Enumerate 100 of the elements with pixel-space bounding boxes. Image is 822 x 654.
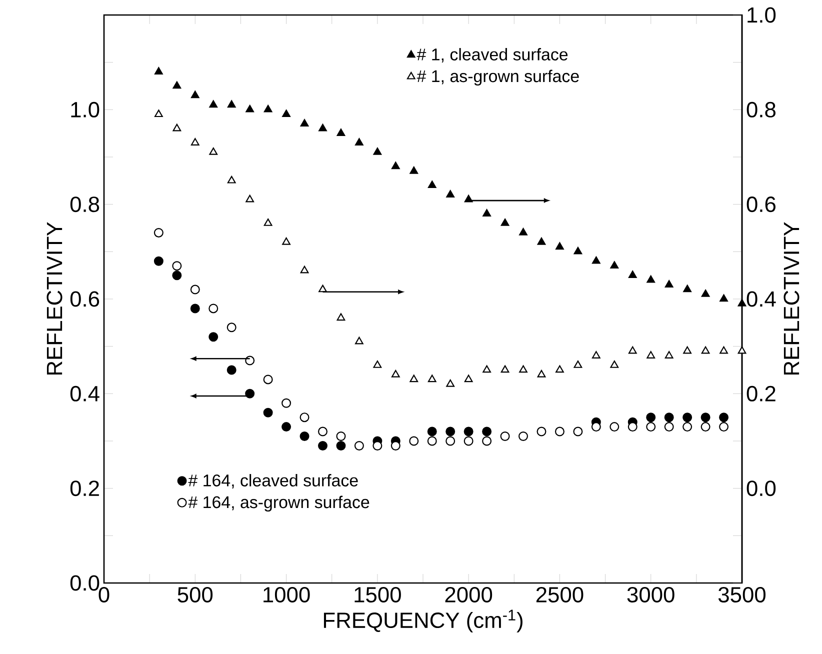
point: [701, 290, 710, 297]
point: [719, 422, 729, 432]
point: [537, 370, 546, 378]
point: [190, 138, 200, 146]
point: [628, 422, 638, 432]
point: [373, 148, 382, 155]
point: [190, 90, 200, 98]
point: [190, 284, 200, 294]
x-tick-label: 3500: [718, 586, 766, 602]
y2-tick-label: 0.2: [746, 386, 776, 402]
point: [591, 422, 601, 432]
point: [154, 256, 164, 266]
point: [664, 280, 674, 288]
y2-tick-label: 0.8: [746, 102, 776, 118]
point: [409, 436, 419, 446]
point: [646, 275, 656, 283]
point: [263, 408, 273, 418]
point: [464, 374, 473, 382]
point: [610, 261, 619, 269]
x-tick-label: 1500: [354, 586, 401, 602]
point: [610, 422, 620, 432]
point: [482, 436, 492, 446]
x-tick-label: 1000: [264, 586, 310, 602]
point: [410, 374, 418, 382]
point: [372, 440, 382, 450]
point: [390, 440, 400, 450]
point: [154, 228, 164, 238]
point: [720, 294, 728, 302]
point: [263, 374, 273, 384]
y-tick-label: 0.4: [70, 386, 100, 402]
point: [646, 351, 656, 358]
point: [264, 104, 272, 112]
point: [428, 374, 436, 382]
point: [300, 119, 309, 127]
point: [446, 190, 455, 198]
point: [154, 67, 163, 74]
point: [264, 218, 272, 226]
point: [336, 128, 346, 136]
point: [172, 261, 182, 271]
point: [282, 237, 290, 245]
point: [556, 365, 564, 373]
point: [226, 365, 236, 375]
point: [208, 304, 218, 314]
y2-tick-label: 1.0: [748, 7, 776, 23]
point: [700, 412, 710, 422]
point: [664, 351, 674, 358]
point: [318, 426, 328, 436]
legend-label: # 1, cleaved surface: [416, 48, 568, 62]
y2-tick-label: 0.6: [746, 196, 776, 212]
legend-label: # 164, cleaved surface: [188, 474, 358, 488]
point: [427, 436, 437, 446]
x-tick-label: 0: [98, 586, 110, 602]
point: [226, 322, 236, 332]
point: [683, 346, 692, 354]
point: [464, 426, 474, 436]
point: [446, 426, 456, 436]
point: [574, 360, 582, 368]
point: [246, 194, 254, 202]
point: [172, 124, 182, 132]
point: [446, 379, 455, 387]
point: [519, 365, 528, 373]
point: [592, 256, 600, 264]
point: [300, 266, 309, 274]
point: [646, 412, 656, 422]
point: [373, 360, 382, 368]
point: [701, 346, 710, 354]
point: [227, 176, 236, 184]
y-tick-label: 0.8: [70, 196, 100, 212]
point: [209, 100, 218, 108]
y2-tick-label: 0.0: [746, 480, 776, 496]
point: [574, 246, 582, 254]
point: [719, 412, 729, 422]
point: [209, 148, 218, 155]
point: [318, 124, 327, 132]
point: [336, 432, 346, 442]
x-tick-label: 3000: [627, 586, 674, 602]
point: [628, 270, 637, 278]
point: [573, 426, 583, 436]
point: [190, 304, 200, 314]
y-tick-label: 0.0: [70, 575, 100, 591]
point: [518, 432, 528, 442]
point: [464, 436, 474, 446]
point: [282, 398, 292, 408]
point: [610, 360, 619, 368]
point: [738, 346, 746, 354]
point: [482, 426, 492, 436]
y-tick-label: 0.6: [70, 291, 100, 307]
point: [227, 100, 236, 108]
point: [318, 440, 328, 450]
y-tick-label: 0.2: [70, 480, 99, 496]
point: [391, 370, 400, 378]
point: [628, 346, 637, 354]
point: [428, 180, 436, 188]
point: [391, 162, 400, 170]
point: [537, 237, 546, 245]
point: [282, 422, 292, 432]
point: [554, 426, 564, 436]
point: [154, 110, 163, 118]
point: [646, 422, 656, 432]
y2-tick-label: 0.4: [746, 291, 776, 307]
